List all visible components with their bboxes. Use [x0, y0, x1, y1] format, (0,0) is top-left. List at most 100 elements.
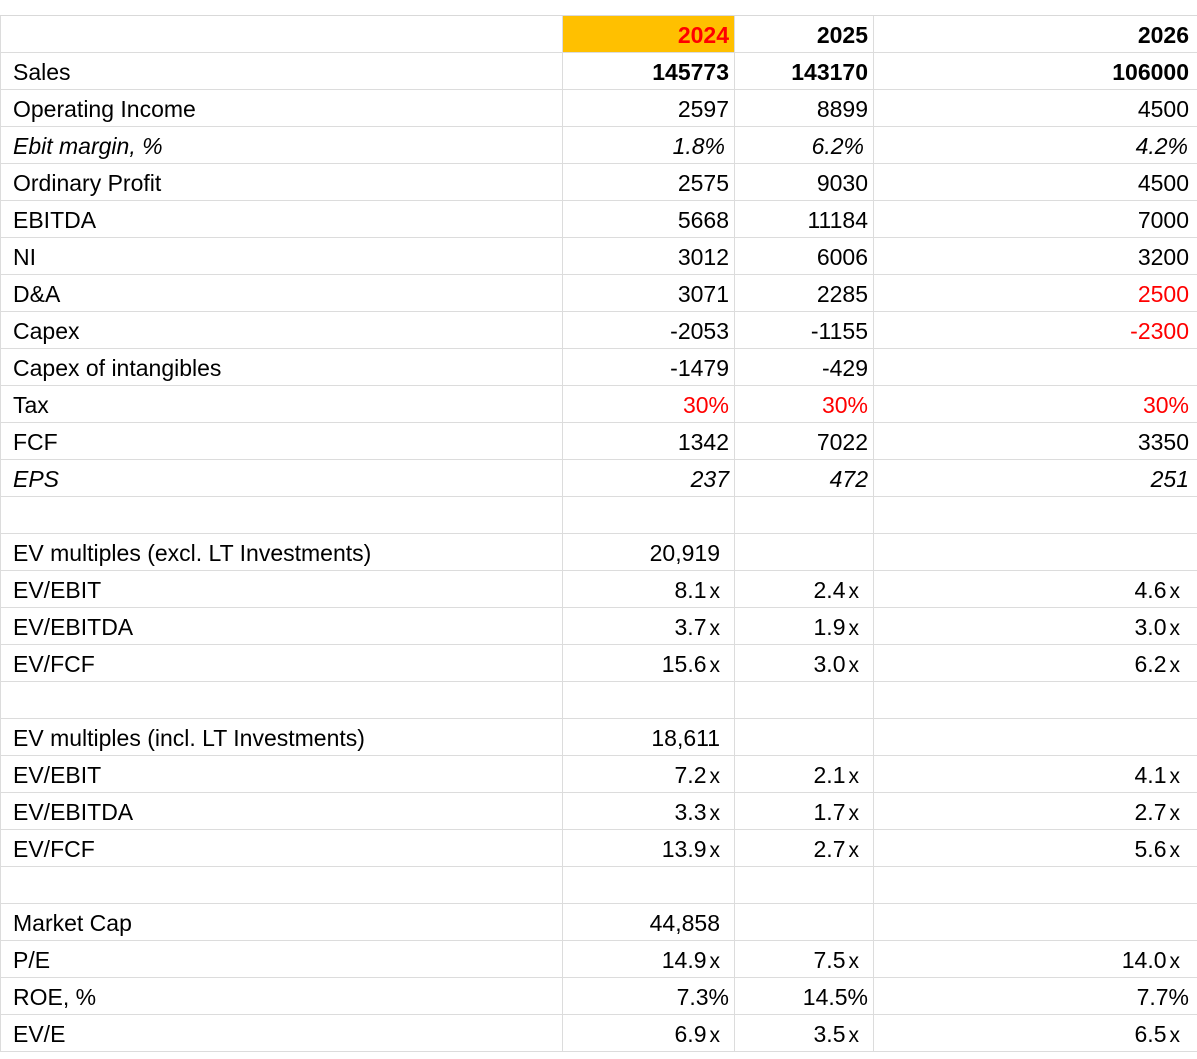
label-cell[interactable]: EV/E: [0, 1015, 563, 1051]
value-cell-2026[interactable]: 106000: [1112, 59, 1189, 85]
value-cell-2026[interactable]: -2300: [1130, 318, 1189, 344]
value-cell-2025[interactable]: -429: [735, 349, 874, 385]
label-cell[interactable]: EV multiples (excl. LT Investments): [0, 534, 563, 570]
label-cell[interactable]: FCF: [0, 423, 563, 459]
ev-excl-value-cell[interactable]: 20,919: [563, 534, 735, 570]
label-cell[interactable]: P/E: [0, 941, 563, 977]
value-cell-2024[interactable]: 7.3%: [563, 978, 735, 1014]
label-cell[interactable]: EBITDA: [0, 201, 563, 237]
label-cell[interactable]: Capex of intangibles: [0, 349, 563, 385]
value-cell-2026[interactable]: 6.5 x: [874, 1015, 1197, 1051]
value-cell-2025[interactable]: 2.4 x: [735, 571, 874, 607]
empty-cell[interactable]: [735, 682, 874, 718]
value-cell-2025[interactable]: 3.0 x: [735, 645, 874, 681]
label-cell[interactable]: NI: [0, 238, 563, 274]
value-cell-2025[interactable]: 2285: [735, 275, 874, 311]
empty-cell[interactable]: [563, 682, 735, 718]
label-cell[interactable]: D&A: [0, 275, 563, 311]
value-cell-2024[interactable]: 15.6 x: [563, 645, 735, 681]
value-cell-2025[interactable]: 3.5 x: [735, 1015, 874, 1051]
value-cell-2026[interactable]: 30%: [1142, 392, 1189, 418]
empty-cell[interactable]: [874, 867, 1197, 903]
label-cell[interactable]: EV/EBIT: [0, 571, 563, 607]
empty-cell[interactable]: [735, 719, 874, 755]
value-cell-2026[interactable]: 3.0 x: [874, 608, 1197, 644]
value-cell-2025[interactable]: 6006: [735, 238, 874, 274]
value-cell-2025[interactable]: 1.7 x: [735, 793, 874, 829]
empty-cell[interactable]: [874, 682, 1197, 718]
empty-cell[interactable]: [563, 867, 735, 903]
value-cell-2024[interactable]: 3012: [563, 238, 735, 274]
value-cell-2025[interactable]: 472: [735, 460, 874, 496]
value-cell-2024[interactable]: 6.9 x: [563, 1015, 735, 1051]
value-cell-2025[interactable]: 30%: [735, 386, 874, 422]
empty-cell[interactable]: [563, 497, 735, 533]
header-2024-cell[interactable]: 2024: [563, 16, 735, 52]
value-cell-2025[interactable]: 7.5 x: [735, 941, 874, 977]
value-cell-2026[interactable]: 251: [1150, 466, 1189, 492]
header-2025-cell[interactable]: 2025: [735, 16, 874, 52]
value-cell-2026[interactable]: 4500: [1137, 96, 1189, 122]
empty-cell[interactable]: [735, 867, 874, 903]
header-2026-cell[interactable]: 2026: [1137, 22, 1189, 48]
value-cell-2026[interactable]: 7.7%: [1136, 984, 1189, 1010]
empty-cell[interactable]: [0, 867, 563, 903]
label-cell[interactable]: Sales: [0, 53, 563, 89]
empty-cell[interactable]: [0, 682, 563, 718]
label-cell[interactable]: EV/EBITDA: [0, 608, 563, 644]
value-cell-2025[interactable]: 7022: [735, 423, 874, 459]
empty-cell[interactable]: [874, 534, 1197, 570]
value-cell-2026[interactable]: 3350: [1137, 429, 1189, 455]
value-cell-2024[interactable]: 145773: [563, 53, 735, 89]
value-cell-2024[interactable]: 3.3 x: [563, 793, 735, 829]
value-cell-2024[interactable]: -1479: [563, 349, 735, 385]
label-cell[interactable]: EPS: [0, 460, 563, 496]
empty-cell[interactable]: [0, 497, 563, 533]
value-cell-2024[interactable]: 237: [563, 460, 735, 496]
label-cell[interactable]: EV/FCF: [0, 830, 563, 866]
value-cell-2026[interactable]: 2500: [1137, 281, 1189, 307]
label-cell[interactable]: Market Cap: [0, 904, 563, 940]
value-cell-2025[interactable]: 11184: [735, 201, 874, 237]
header-label-cell[interactable]: [0, 16, 563, 52]
value-cell-2025[interactable]: 1.9 x: [735, 608, 874, 644]
label-cell[interactable]: EV/EBIT: [0, 756, 563, 792]
value-cell-2025[interactable]: 143170: [735, 53, 874, 89]
value-cell-2026[interactable]: 4.1 x: [874, 756, 1197, 792]
value-cell-2025[interactable]: 6.2%: [735, 127, 874, 163]
value-cell-2025[interactable]: 9030: [735, 164, 874, 200]
value-cell-2024[interactable]: 30%: [563, 386, 735, 422]
value-cell-2024[interactable]: 1342: [563, 423, 735, 459]
value-cell-2024[interactable]: 14.9 x: [563, 941, 735, 977]
label-cell[interactable]: Ordinary Profit: [0, 164, 563, 200]
value-cell-2024[interactable]: 7.2 x: [563, 756, 735, 792]
value-cell-2026[interactable]: 4.6 x: [874, 571, 1197, 607]
market-cap-value-cell[interactable]: 44,858: [563, 904, 735, 940]
label-cell[interactable]: EV/FCF: [0, 645, 563, 681]
empty-cell[interactable]: [874, 497, 1197, 533]
label-cell[interactable]: EV/EBITDA: [0, 793, 563, 829]
value-cell-2026[interactable]: 3200: [1137, 244, 1189, 270]
value-cell-2025[interactable]: 2.7 x: [735, 830, 874, 866]
value-cell-2024[interactable]: 5668: [563, 201, 735, 237]
label-cell[interactable]: Ebit margin, %: [0, 127, 563, 163]
label-cell[interactable]: Tax: [0, 386, 563, 422]
value-cell-2025[interactable]: 14.5%: [735, 978, 874, 1014]
empty-cell[interactable]: [735, 534, 874, 570]
value-cell-2024[interactable]: 3.7 x: [563, 608, 735, 644]
value-cell-2026[interactable]: [874, 349, 1197, 385]
value-cell-2024[interactable]: 1.8%: [563, 127, 735, 163]
value-cell-2026[interactable]: 6.2 x: [874, 645, 1197, 681]
label-cell[interactable]: Operating Income: [0, 90, 563, 126]
value-cell-2026[interactable]: 2.7 x: [874, 793, 1197, 829]
value-cell-2026[interactable]: 7000: [1137, 207, 1189, 233]
value-cell-2026[interactable]: 4.2%: [1135, 133, 1188, 159]
value-cell-2024[interactable]: -2053: [563, 312, 735, 348]
value-cell-2025[interactable]: 8899: [735, 90, 874, 126]
ev-incl-value-cell[interactable]: 18,611: [563, 719, 735, 755]
value-cell-2025[interactable]: 2.1 x: [735, 756, 874, 792]
value-cell-2024[interactable]: 8.1 x: [563, 571, 735, 607]
empty-cell[interactable]: [874, 719, 1197, 755]
value-cell-2024[interactable]: 2597: [563, 90, 735, 126]
value-cell-2026[interactable]: 4500: [1137, 170, 1189, 196]
